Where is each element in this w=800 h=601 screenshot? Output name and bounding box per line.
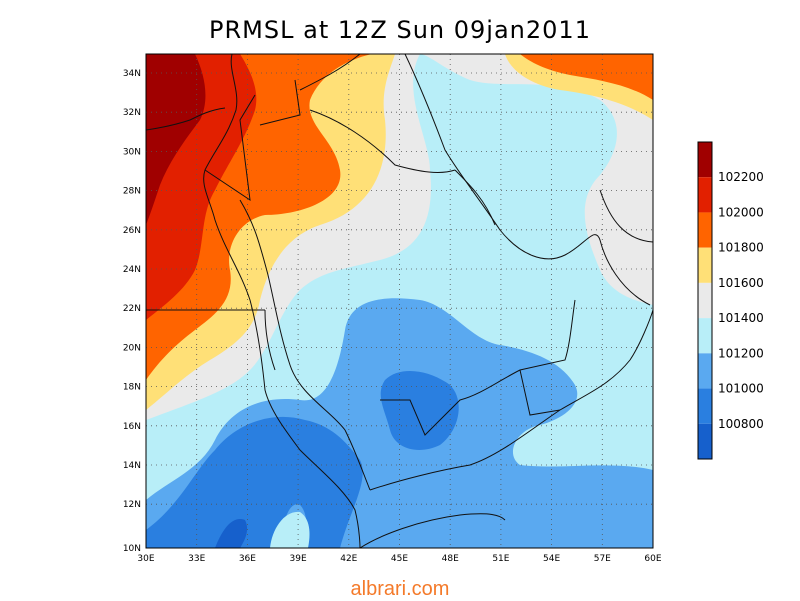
band-101200-pocket: [270, 511, 310, 548]
colorbar-label: 101200: [718, 346, 764, 360]
pressure-field: [146, 54, 653, 548]
colorbar-label: 102000: [718, 205, 764, 219]
colorbar-swatch: [698, 177, 712, 213]
colorbar-label: 101400: [718, 311, 764, 325]
band-102200: [146, 54, 206, 225]
chart-title: PRMSL at 12Z Sun 09jan2011: [209, 16, 591, 44]
watermark: albrari.com: [350, 578, 450, 600]
colorbar-label: 100800: [718, 417, 764, 431]
lat-tick-label: 10N: [123, 544, 141, 554]
colorbar-label: 101800: [718, 241, 764, 255]
lat-tick-label: 28N: [123, 187, 141, 197]
map-frame: [145, 53, 654, 549]
lon-tick-label: 54E: [543, 554, 560, 564]
lat-tick-label: 16N: [123, 422, 141, 432]
colorbar: 102200 102000 101800 101600 101400 101200 1010…: [697, 141, 764, 460]
latitude-labels: 34N 32N 30N 28N 26N 24N 22N 20N 18N 16N 14N 12N 10N: [123, 69, 141, 554]
lat-tick-label: 32N: [123, 108, 141, 118]
lon-tick-label: 42E: [340, 554, 357, 564]
colorbar-swatch: [698, 212, 712, 248]
lon-tick-label: 30E: [137, 554, 154, 564]
lat-tick-label: 12N: [123, 500, 141, 510]
lon-tick-label: 57E: [594, 554, 611, 564]
longitude-labels: 30E 33E 36E 39E 42E 45E 48E 51E 54E 57E 60E: [137, 554, 661, 564]
colorbar-frame: [697, 141, 713, 460]
colorbar-label: 101000: [718, 382, 764, 396]
colorbar-swatch: [698, 353, 712, 389]
lat-tick-label: 20N: [123, 343, 141, 353]
lat-tick-label: 22N: [123, 304, 141, 314]
band-100800b: [380, 370, 459, 450]
lon-tick-label: 48E: [442, 554, 459, 564]
colorbar-label: 101600: [718, 276, 764, 290]
lat-tick-label: 24N: [123, 265, 141, 275]
lon-tick-label: 45E: [391, 554, 408, 564]
lon-tick-label: 36E: [239, 554, 256, 564]
coastlines: [145, 53, 654, 549]
lat-tick-label: 18N: [123, 383, 141, 393]
lon-tick-label: 60E: [644, 554, 661, 564]
lon-tick-label: 33E: [188, 554, 205, 564]
band-101800b: [520, 54, 653, 100]
lat-tick-label: 14N: [123, 461, 141, 471]
lon-tick-label: 39E: [290, 554, 307, 564]
colorbar-swatch: [698, 247, 712, 283]
lat-tick-label: 26N: [123, 226, 141, 236]
colorbar-swatch: [698, 388, 712, 424]
colorbar-swatch: [698, 318, 712, 354]
lon-tick-label: 51E: [492, 554, 509, 564]
colorbar-swatch: [698, 423, 712, 459]
colorbar-swatch: [698, 142, 712, 178]
colorbar-swatch: [698, 282, 712, 319]
colorbar-label: 102200: [718, 170, 764, 184]
band-lowest: [215, 519, 248, 548]
band-100800: [146, 416, 363, 548]
lat-tick-label: 30N: [123, 147, 141, 157]
lat-tick-label: 34N: [123, 69, 141, 79]
